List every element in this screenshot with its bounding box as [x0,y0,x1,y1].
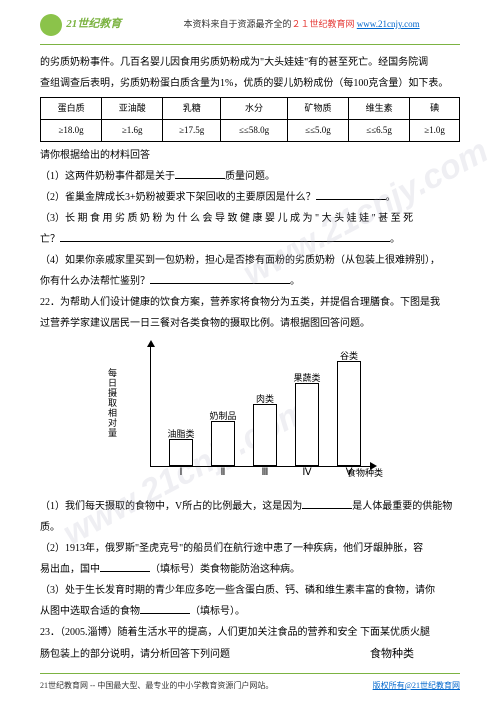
blank [100,560,150,572]
blank [150,272,290,284]
x-tick: Ⅳ [302,463,311,482]
bar-label: 谷类 [340,348,358,365]
question-2: （2）雀巢金牌成长3+奶粉被要求下架回收的主要原因是什么？。 [40,188,460,207]
blank [302,497,352,509]
blank [60,230,390,242]
question-3b: 亡？。 [40,230,460,249]
x-tick: Ⅲ [262,463,269,482]
y-axis-label: 每日摄取相对量 [108,369,120,438]
chart-bar: 果蔬类 [295,383,319,467]
chart-bar: 奶制品 [211,421,235,466]
blank [140,602,190,614]
table-row: 蛋白质 亚油酸 乳糖 水分 矿物质 维生素 碘 [41,98,460,120]
q22-sub3: （3）处于生长发育时期的青少年应多吃一些含蛋白质、钙、磷和维生素丰富的食物，请你 [40,581,460,600]
food-chart: 每日摄取相对量 食物种类 油脂类Ⅰ奶制品Ⅱ肉类Ⅲ果蔬类Ⅳ谷类Ⅴ [110,341,390,491]
q22-sub3b: 从图中选取合适的食物（填标号）。 [40,602,460,621]
arrow-up-icon [147,340,155,347]
q22-sub2b: 易出血，国中（填标号）类食物能防治这种病。 [40,560,460,579]
blank [175,167,225,179]
logo-icon [40,14,62,36]
q22-sub1: （1）我们每天摄取的食物中，V所占的比例最大，这是因为是人体最重要的供能物 [40,497,460,516]
content-body: 的劣质奶粉事件。几百名婴儿因食用劣质奶粉成为"大头娃娃"有的甚至死亡。经国务院调… [40,53,460,665]
bar-label: 奶制品 [209,408,236,425]
chart-bar: 肉类 [253,404,277,466]
footer-left: 21世纪教育网 -- 中国最大型、最专业的中小学教育资源门户网站。 [40,681,273,690]
question-3: （3）长 期 食 用 劣 质 奶 粉 为 什 么 会 导 致 健 康 婴 儿 成… [40,209,460,228]
nutrition-table: 蛋白质 亚油酸 乳糖 水分 矿物质 维生素 碘 ≥18.0g ≥1.6g ≥17… [40,97,460,142]
inline-category-label: 食物种类 [370,648,414,660]
blank [316,188,386,200]
x-tick: Ⅱ [221,463,226,482]
header-link[interactable]: www.21cnjy.com [357,19,420,29]
bar-label: 肉类 [256,391,274,408]
header-slogan: 本资料来自于资源最齐全的２１世纪教育网 www.21cnjy.com [184,19,420,29]
bar-label: 果蔬类 [293,370,320,387]
logo-text: 21世纪教育 [66,18,121,30]
table-row: ≥18.0g ≥1.6g ≥17.5g ≤≤58.0g ≤≤5.0g ≤≤6.5… [41,120,460,142]
question-23b: 肠包装上的部分说明，请分析回答下列问题食物种类 [40,644,460,665]
x-tick: Ⅴ [346,463,353,482]
intro-line: 的劣质奶粉事件。几百名婴儿因食用劣质奶粉成为"大头娃娃"有的甚至死亡。经国务院调 [40,53,460,72]
question-22: 22．为帮助人们设计健康的饮食方案，营养家将食物分为五类，并提倡合理膳食。下图是… [40,293,460,312]
prompt: 请你根据给出的材料回答 [40,146,460,165]
intro-line: 查组调查后表明，劣质奶粉蛋白质含量为1%，优质的婴儿奶粉成份（每100克含量）如… [40,74,460,93]
question-4: （4）如果你亲戚家里买到一包奶粉，担心是否掺有面粉的劣质奶粉（从包装上很难辨别）… [40,251,460,270]
page-header: 21世纪教育 本资料来自于资源最齐全的２１世纪教育网 www.21cnjy.co… [40,14,460,36]
page-footer: 21世纪教育网 -- 中国最大型、最专业的中小学教育资源门户网站。 版权所有@2… [40,673,460,693]
question-4b: 你有什么办法帮忙鉴别？。 [40,272,460,291]
chart-plot: 食物种类 油脂类Ⅰ奶制品Ⅱ肉类Ⅲ果蔬类Ⅳ谷类Ⅴ [150,346,371,467]
footer-right-link[interactable]: 版权所有@21世纪教育网 [373,678,460,693]
header-rule [40,44,460,45]
chart-bar: 谷类 [337,361,361,466]
question-22b: 过营养学家建议居民一日三餐对各类食物的摄取比例。请根据图回答问题。 [40,314,460,333]
x-tick: Ⅰ [180,463,183,482]
q22-sub2: （2）1913年，俄罗斯"圣虎克号"的船员们在航行途中患了一种疾病，他们牙龈肿胀… [40,539,460,558]
question-1: （1）这两件奶粉事件都是关于质量问题。 [40,167,460,186]
site-logo: 21世纪教育 [40,14,121,36]
chart-bar: 油脂类 [169,439,193,466]
q22-sub1b: 质。 [40,518,460,537]
question-23: 23．（2005.淄博）随着生活水平的提高，人们更加关注食品的营养和安全 下面某… [40,623,460,642]
bar-label: 油脂类 [167,426,194,443]
